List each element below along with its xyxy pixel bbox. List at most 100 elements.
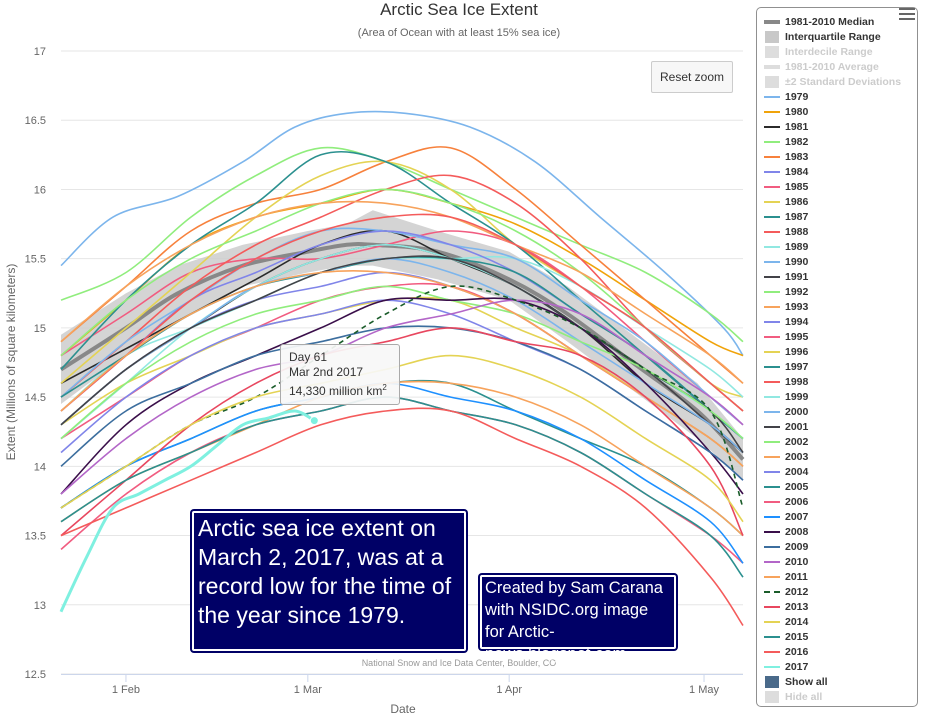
- legend-symbol-icon: [764, 571, 780, 583]
- legend-symbol-icon: [764, 361, 780, 373]
- legend-label: 2014: [785, 615, 809, 628]
- legend-item-2013[interactable]: 2013: [764, 599, 917, 614]
- legend-item-2002[interactable]: 2002: [764, 434, 917, 449]
- legend-item-1998[interactable]: 1998: [764, 374, 917, 389]
- tooltip-value-row: 14,330 million km2: [289, 380, 391, 399]
- legend-symbol-icon: [764, 406, 780, 418]
- legend-symbol-icon: [764, 421, 780, 433]
- credits-text: National Snow and Ice Data Center, Bould…: [362, 658, 557, 668]
- legend-item-2010[interactable]: 2010: [764, 554, 917, 569]
- chart-title: Arctic Sea Ice Extent: [380, 0, 538, 19]
- legend-item-1987[interactable]: 1987: [764, 209, 917, 224]
- series-line-2013: [60, 327, 744, 537]
- legend-item-1985[interactable]: 1985: [764, 179, 917, 194]
- legend-item-1980[interactable]: 1980: [764, 104, 917, 119]
- legend-item-1981-2010-average[interactable]: 1981-2010 Average: [764, 59, 917, 74]
- legend-item-hide-all[interactable]: Hide all: [764, 689, 917, 704]
- legend-item-1993[interactable]: 1993: [764, 299, 917, 314]
- y-tick-label: 13.5: [25, 531, 46, 543]
- legend-item-1981[interactable]: 1981: [764, 119, 917, 134]
- legend-label: 1991: [785, 270, 809, 283]
- legend-item-1992[interactable]: 1992: [764, 284, 917, 299]
- legend-item-2004[interactable]: 2004: [764, 464, 917, 479]
- legend-item-2000[interactable]: 2000: [764, 404, 917, 419]
- record-low-note: Arctic sea ice extent on March 2, 2017, …: [190, 509, 468, 653]
- legend-item-1983[interactable]: 1983: [764, 149, 917, 164]
- series-line-2010: [60, 299, 744, 495]
- legend-label: Hide all: [785, 690, 823, 703]
- legend-label: 1987: [785, 210, 809, 223]
- legend-item-1989[interactable]: 1989: [764, 239, 917, 254]
- legend-symbol-icon: [764, 30, 780, 43]
- legend-item-2017[interactable]: 2017: [764, 659, 917, 674]
- legend-symbol-icon: [764, 196, 780, 208]
- legend-label: 1997: [785, 360, 809, 373]
- legend-symbol-icon: [764, 616, 780, 628]
- legend-item-1979[interactable]: 1979: [764, 89, 917, 104]
- legend-symbol-icon: [764, 586, 780, 598]
- legend-item-2006[interactable]: 2006: [764, 494, 917, 509]
- legend-symbol-icon: [764, 346, 780, 358]
- legend-item-1999[interactable]: 1999: [764, 389, 917, 404]
- series-line-2009: [60, 325, 744, 481]
- legend-item-1997[interactable]: 1997: [764, 359, 917, 374]
- tooltip-day: Day 61: [289, 350, 328, 364]
- legend-item-1988[interactable]: 1988: [764, 224, 917, 239]
- legend-symbol-icon: [764, 106, 780, 118]
- legend-item-2003[interactable]: 2003: [764, 449, 917, 464]
- x-axis-title: Date: [390, 702, 416, 716]
- legend-item-2009[interactable]: 2009: [764, 539, 917, 554]
- legend-item-1991[interactable]: 1991: [764, 269, 917, 284]
- legend-label: 2005: [785, 480, 809, 493]
- legend-label: 1994: [785, 315, 809, 328]
- legend-item-1994[interactable]: 1994: [764, 314, 917, 329]
- legend-item-1981-2010-median[interactable]: 1981-2010 Median: [764, 14, 917, 29]
- legend-item-2008[interactable]: 2008: [764, 524, 917, 539]
- legend-item-1982[interactable]: 1982: [764, 134, 917, 149]
- legend-label: 2000: [785, 405, 809, 418]
- legend-item-1984[interactable]: 1984: [764, 164, 917, 179]
- legend-label: 1981-2010 Median: [785, 15, 875, 28]
- series-line-2016: [60, 407, 744, 626]
- legend-label: 1993: [785, 300, 809, 313]
- tooltip-date: Mar 2nd 2017: [289, 365, 364, 379]
- legend-symbol-icon: [764, 211, 780, 223]
- legend-label: 2016: [785, 645, 809, 658]
- series-line-1982: [60, 146, 744, 343]
- y-tick-label: 13: [34, 600, 46, 612]
- legend-item-interdecile-range[interactable]: Interdecile Range: [764, 44, 917, 59]
- y-tick-label: 15: [34, 323, 46, 335]
- legend-item-show-all[interactable]: Show all: [764, 674, 917, 689]
- legend-item-1995[interactable]: 1995: [764, 329, 917, 344]
- legend-item-2007[interactable]: 2007: [764, 509, 917, 524]
- legend-item-1990[interactable]: 1990: [764, 254, 917, 269]
- legend-item-2012[interactable]: 2012: [764, 584, 917, 599]
- legend-label: 2003: [785, 450, 809, 463]
- legend-label: 2007: [785, 510, 809, 523]
- legend-item-1986[interactable]: 1986: [764, 194, 917, 209]
- legend-item-2015[interactable]: 2015: [764, 629, 917, 644]
- series-line-1979: [60, 110, 744, 357]
- legend-label: 1980: [785, 105, 809, 118]
- legend-item-2-standard-deviations[interactable]: ±2 Standard Deviations: [764, 74, 917, 89]
- legend-symbol-icon: [764, 436, 780, 448]
- legend-label: 2012: [785, 585, 809, 598]
- legend-symbol-icon: [764, 256, 780, 268]
- legend-item-2001[interactable]: 2001: [764, 419, 917, 434]
- legend-label: 2001: [785, 420, 809, 433]
- legend-symbol-icon: [764, 286, 780, 298]
- interquartile-band: [61, 210, 743, 481]
- y-tick-label: 16.5: [25, 115, 46, 127]
- hamburger-menu-icon[interactable]: [899, 8, 915, 20]
- legend-item-2005[interactable]: 2005: [764, 479, 917, 494]
- reset-zoom-button[interactable]: Reset zoom: [651, 61, 733, 93]
- legend-item-2016[interactable]: 2016: [764, 644, 917, 659]
- legend-label: 1999: [785, 390, 809, 403]
- legend-item-interquartile-range[interactable]: Interquartile Range: [764, 29, 917, 44]
- legend-label: 2013: [785, 600, 809, 613]
- legend-symbol-icon: [764, 631, 780, 643]
- legend-label: Interquartile Range: [785, 30, 881, 43]
- legend-item-2014[interactable]: 2014: [764, 614, 917, 629]
- legend-item-2011[interactable]: 2011: [764, 569, 917, 584]
- legend-item-1996[interactable]: 1996: [764, 344, 917, 359]
